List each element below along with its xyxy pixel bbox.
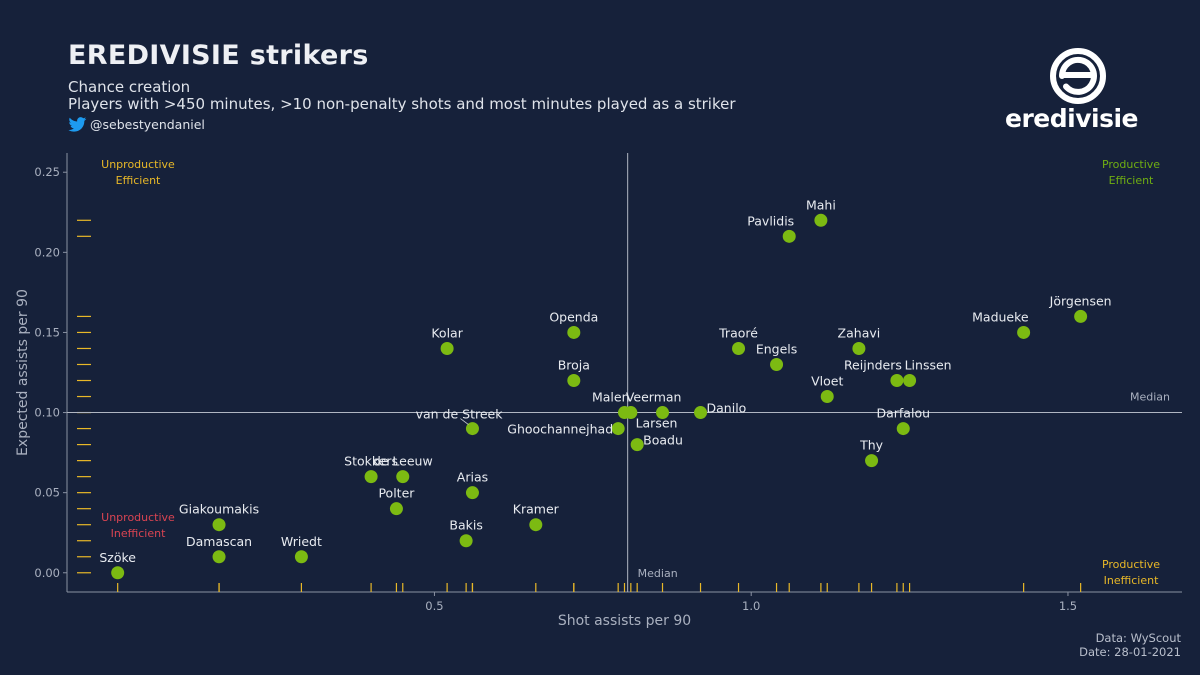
- point-label: Arias: [457, 470, 488, 485]
- point-label: de Leeuw: [373, 454, 433, 469]
- quadrant-sublabel-bottom-left: Inefficient: [111, 527, 166, 540]
- author-handle-text: @sebestyendaniel: [90, 117, 205, 132]
- quadrant-label-bottom-right: Productive: [1102, 558, 1160, 571]
- data-point: [820, 390, 834, 404]
- quadrant-sublabel-top-left: Efficient: [116, 174, 161, 187]
- data-point: [212, 518, 226, 532]
- data-point: [364, 470, 378, 484]
- data-point: [630, 438, 644, 452]
- data-point: [459, 534, 473, 548]
- point-label: Mahi: [806, 197, 836, 212]
- point-label: Malen: [592, 390, 630, 405]
- y-tick-label: 0.20: [34, 245, 60, 259]
- data-date: Date: 28-01-2021: [1079, 645, 1181, 659]
- quadrant-label-top-left: Unproductive: [101, 158, 175, 171]
- y-tick-label: 0.05: [34, 486, 60, 500]
- y-tick-label: 0.25: [34, 165, 60, 179]
- point-label: Reijnders: [844, 358, 902, 373]
- data-point: [465, 422, 479, 436]
- data-point: [782, 229, 796, 243]
- x-tick-label: 1.5: [1059, 599, 1077, 613]
- data-point: [694, 406, 708, 420]
- quadrant-sublabel-bottom-right: Inefficient: [1104, 574, 1159, 587]
- data-point: [903, 374, 917, 388]
- data-point: [389, 502, 403, 516]
- y-axis-title: Expected assists per 90: [15, 289, 31, 456]
- chart-description: Players with >450 minutes, >10 non-penal…: [68, 95, 736, 113]
- y-tick-label: 0.00: [34, 566, 60, 580]
- point-label: van de Streek: [416, 407, 504, 422]
- point-label: Damascan: [186, 534, 252, 549]
- x-tick-label: 0.5: [425, 599, 443, 613]
- point-label: Larsen: [636, 416, 678, 431]
- point-label: Vloet: [811, 374, 843, 389]
- point-label: Veerman: [626, 390, 682, 405]
- point-label: Broja: [558, 358, 590, 373]
- point-label: Thy: [859, 438, 884, 453]
- point-label: Danilo: [707, 401, 747, 416]
- point-label: Stokkers: [344, 454, 398, 469]
- data-point: [770, 357, 784, 371]
- point-label: Boadu: [643, 433, 683, 448]
- eredivisie-logo-text: eredivisie: [1005, 104, 1138, 133]
- median-x-label: Median: [638, 567, 678, 580]
- point-label: Wriedt: [281, 534, 322, 549]
- data-source: Data: WyScout: [1095, 631, 1181, 645]
- eredivisie-logo-icon: [1050, 48, 1106, 104]
- point-label: Giakoumakis: [179, 502, 259, 517]
- point-label: Bakis: [449, 518, 482, 533]
- author-handle[interactable]: @sebestyendaniel: [68, 117, 205, 132]
- point-label: Kolar: [431, 325, 463, 340]
- quadrant-sublabel-top-right: Efficient: [1109, 174, 1154, 187]
- point-label: Openda: [549, 309, 598, 324]
- data-point: [294, 550, 308, 564]
- quadrant-label-bottom-left: Unproductive: [101, 511, 175, 524]
- data-point: [896, 422, 910, 436]
- data-point: [440, 341, 454, 355]
- point-label: Darfalou: [876, 406, 930, 421]
- y-tick-label: 0.15: [34, 325, 60, 339]
- quadrant-label-top-right: Productive: [1102, 158, 1160, 171]
- data-point: [611, 422, 625, 436]
- data-point: [852, 341, 866, 355]
- point-label: Pavlidis: [747, 213, 794, 228]
- data-point: [465, 486, 479, 500]
- data-point: [212, 550, 226, 564]
- data-point: [814, 213, 828, 227]
- median-y-label: Median: [1130, 391, 1170, 404]
- data-point: [732, 341, 746, 355]
- point-label: Jörgensen: [1049, 293, 1112, 308]
- point-label: Linssen: [905, 358, 952, 373]
- x-tick-label: 1.0: [742, 599, 760, 613]
- chart-title: EREDIVISIE strikers: [68, 40, 369, 71]
- data-point: [567, 325, 581, 339]
- point-label: Szöke: [99, 550, 136, 565]
- data-point: [890, 374, 904, 388]
- y-tick-label: 0.10: [34, 406, 60, 420]
- chart-subtitle: Chance creation: [68, 78, 191, 96]
- label-leader-line: [460, 418, 469, 425]
- data-point: [656, 406, 670, 420]
- data-point: [529, 518, 543, 532]
- data-point: [624, 406, 638, 420]
- twitter-bird-icon: [68, 117, 87, 132]
- point-label: Kramer: [513, 502, 560, 517]
- point-label: Ghoochannejhad: [507, 422, 613, 437]
- data-point: [865, 454, 879, 468]
- point-label: Madueke: [972, 309, 1029, 324]
- data-point: [567, 374, 581, 388]
- point-label: Traoré: [718, 325, 758, 340]
- point-label: Engels: [756, 341, 797, 356]
- data-point: [1074, 309, 1088, 323]
- data-point: [111, 566, 125, 580]
- data-point: [396, 470, 410, 484]
- data-point: [1017, 325, 1031, 339]
- point-label: Polter: [378, 486, 415, 501]
- point-label: Zahavi: [838, 325, 881, 340]
- x-axis-title: Shot assists per 90: [558, 613, 691, 629]
